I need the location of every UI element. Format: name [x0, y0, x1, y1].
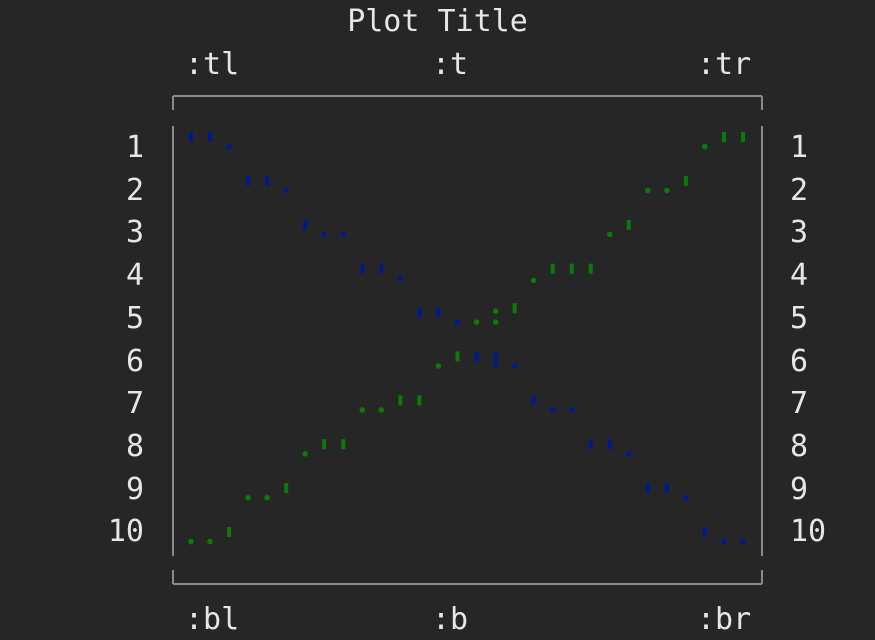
- left-row-label-2: 2: [125, 172, 144, 208]
- series-2-point-31: [741, 132, 745, 142]
- right-row-label-10: 10: [790, 514, 827, 550]
- series-2-point-5: [264, 494, 270, 501]
- series-2-point-16: [473, 319, 480, 325]
- series-2-point-7: [302, 451, 309, 457]
- chart-title: Plot Title: [347, 4, 528, 39]
- corner-label-br: :br: [697, 602, 752, 637]
- series-2-point-12: [398, 395, 403, 406]
- right-row-label-8: 8: [790, 428, 809, 464]
- series-1-point-13: [417, 307, 422, 318]
- series-1-point-29: [702, 527, 707, 537]
- plot-marks: [188, 132, 746, 545]
- right-row-label-4: 4: [790, 258, 809, 294]
- series-1-point-30: [721, 538, 727, 545]
- series-2-point-9: [341, 439, 346, 450]
- series-1-point-14: [436, 307, 441, 318]
- corner-label-bl: :bl: [185, 602, 240, 637]
- series-2-point-13: [417, 395, 422, 406]
- series-1-point-6: [283, 187, 290, 194]
- series-1-point-2: [208, 132, 212, 142]
- series-2-point-26: [645, 187, 651, 194]
- series-1-point-25: [626, 451, 632, 457]
- series-1-point-15: [454, 319, 461, 325]
- corner-label-tl: :tl: [185, 47, 240, 82]
- series-1-point-19: [511, 363, 518, 369]
- series-1-point-5: [265, 175, 270, 186]
- right-row-label-9: 9: [790, 471, 809, 507]
- series-2-point-3: [227, 527, 232, 537]
- series-2-point-10: [359, 407, 366, 413]
- series-2-point-20: [530, 277, 537, 284]
- series-2-point-21: [550, 263, 555, 274]
- left-row-label-1: 1: [125, 130, 144, 165]
- series-2-point-2: [207, 538, 213, 545]
- series-1-point-31: [740, 538, 746, 545]
- series-2-point-23: [588, 263, 593, 274]
- left-row-label-7: 7: [125, 386, 144, 422]
- series-1-point-28: [683, 494, 689, 501]
- series-2-point-22: [569, 263, 574, 274]
- series-2-point-30: [722, 132, 726, 142]
- right-row-label-5: 5: [790, 300, 809, 336]
- series-2-point-25: [626, 219, 631, 230]
- left-row-label-10: 10: [107, 514, 144, 550]
- series-1-point-21: [549, 407, 556, 413]
- right-row-label-6: 6: [790, 343, 809, 379]
- series-2-point-1: [188, 538, 194, 545]
- corner-label-t: :t: [432, 47, 469, 82]
- series-1-point-27: [664, 483, 669, 494]
- right-row-labels: 1 2 3 4 5 6 7 8 9 10: [788, 0, 848, 640]
- series-2-point-24: [607, 231, 613, 238]
- left-row-label-8: 8: [125, 428, 144, 464]
- series-1-point-22: [568, 407, 575, 413]
- right-row-label-1: 1: [790, 130, 809, 165]
- series-1-point-8: [321, 231, 328, 238]
- series-1-point-16: [474, 351, 479, 362]
- series-1-point-1: [189, 132, 193, 142]
- series-2-point-18: [492, 308, 499, 315]
- left-row-label-4: 4: [125, 258, 144, 294]
- series-2-point-28: [683, 175, 688, 186]
- series-2-point-15: [455, 351, 460, 362]
- left-row-label-9: 9: [125, 471, 144, 507]
- series-1-point-26: [645, 483, 650, 494]
- corner-label-b: :b: [432, 602, 469, 637]
- series-2-point-17: [492, 319, 499, 325]
- right-row-label-2: 2: [790, 172, 809, 208]
- series-1-point-20: [531, 395, 536, 406]
- series-1-point-9: [340, 231, 347, 238]
- left-row-label-5: 5: [125, 300, 144, 336]
- right-row-label-3: 3: [790, 215, 809, 251]
- left-row-labels: 1 2 3 4 5 6 7 8 9 10: [90, 0, 150, 640]
- series-2-point-14: [435, 363, 442, 369]
- series-2-point-8: [322, 439, 327, 450]
- series-2-point-6: [284, 483, 289, 494]
- series-2-point-11: [378, 407, 385, 413]
- series-1-point-24: [607, 439, 612, 450]
- series-1-point-3: [226, 143, 232, 150]
- plot-frame: [172, 95, 763, 585]
- series-1-point-18: [492, 363, 499, 369]
- corner-label-tr: :tr: [697, 47, 752, 82]
- series-1-point-12: [397, 275, 404, 282]
- left-row-label-6: 6: [125, 343, 144, 379]
- series-1-point-17: [493, 351, 498, 362]
- series-2-point-4: [245, 494, 251, 501]
- series-2-point-29: [702, 143, 708, 150]
- left-row-label-3: 3: [125, 215, 144, 251]
- series-1-point-10: [360, 263, 365, 274]
- series-2-point-27: [664, 187, 670, 194]
- series-1-point-7: [303, 219, 308, 230]
- series-2-point-19: [512, 303, 517, 314]
- series-1-point-23: [588, 439, 593, 450]
- right-row-label-7: 7: [790, 386, 809, 422]
- series-1-point-4: [246, 175, 251, 186]
- series-1-point-11: [379, 263, 384, 274]
